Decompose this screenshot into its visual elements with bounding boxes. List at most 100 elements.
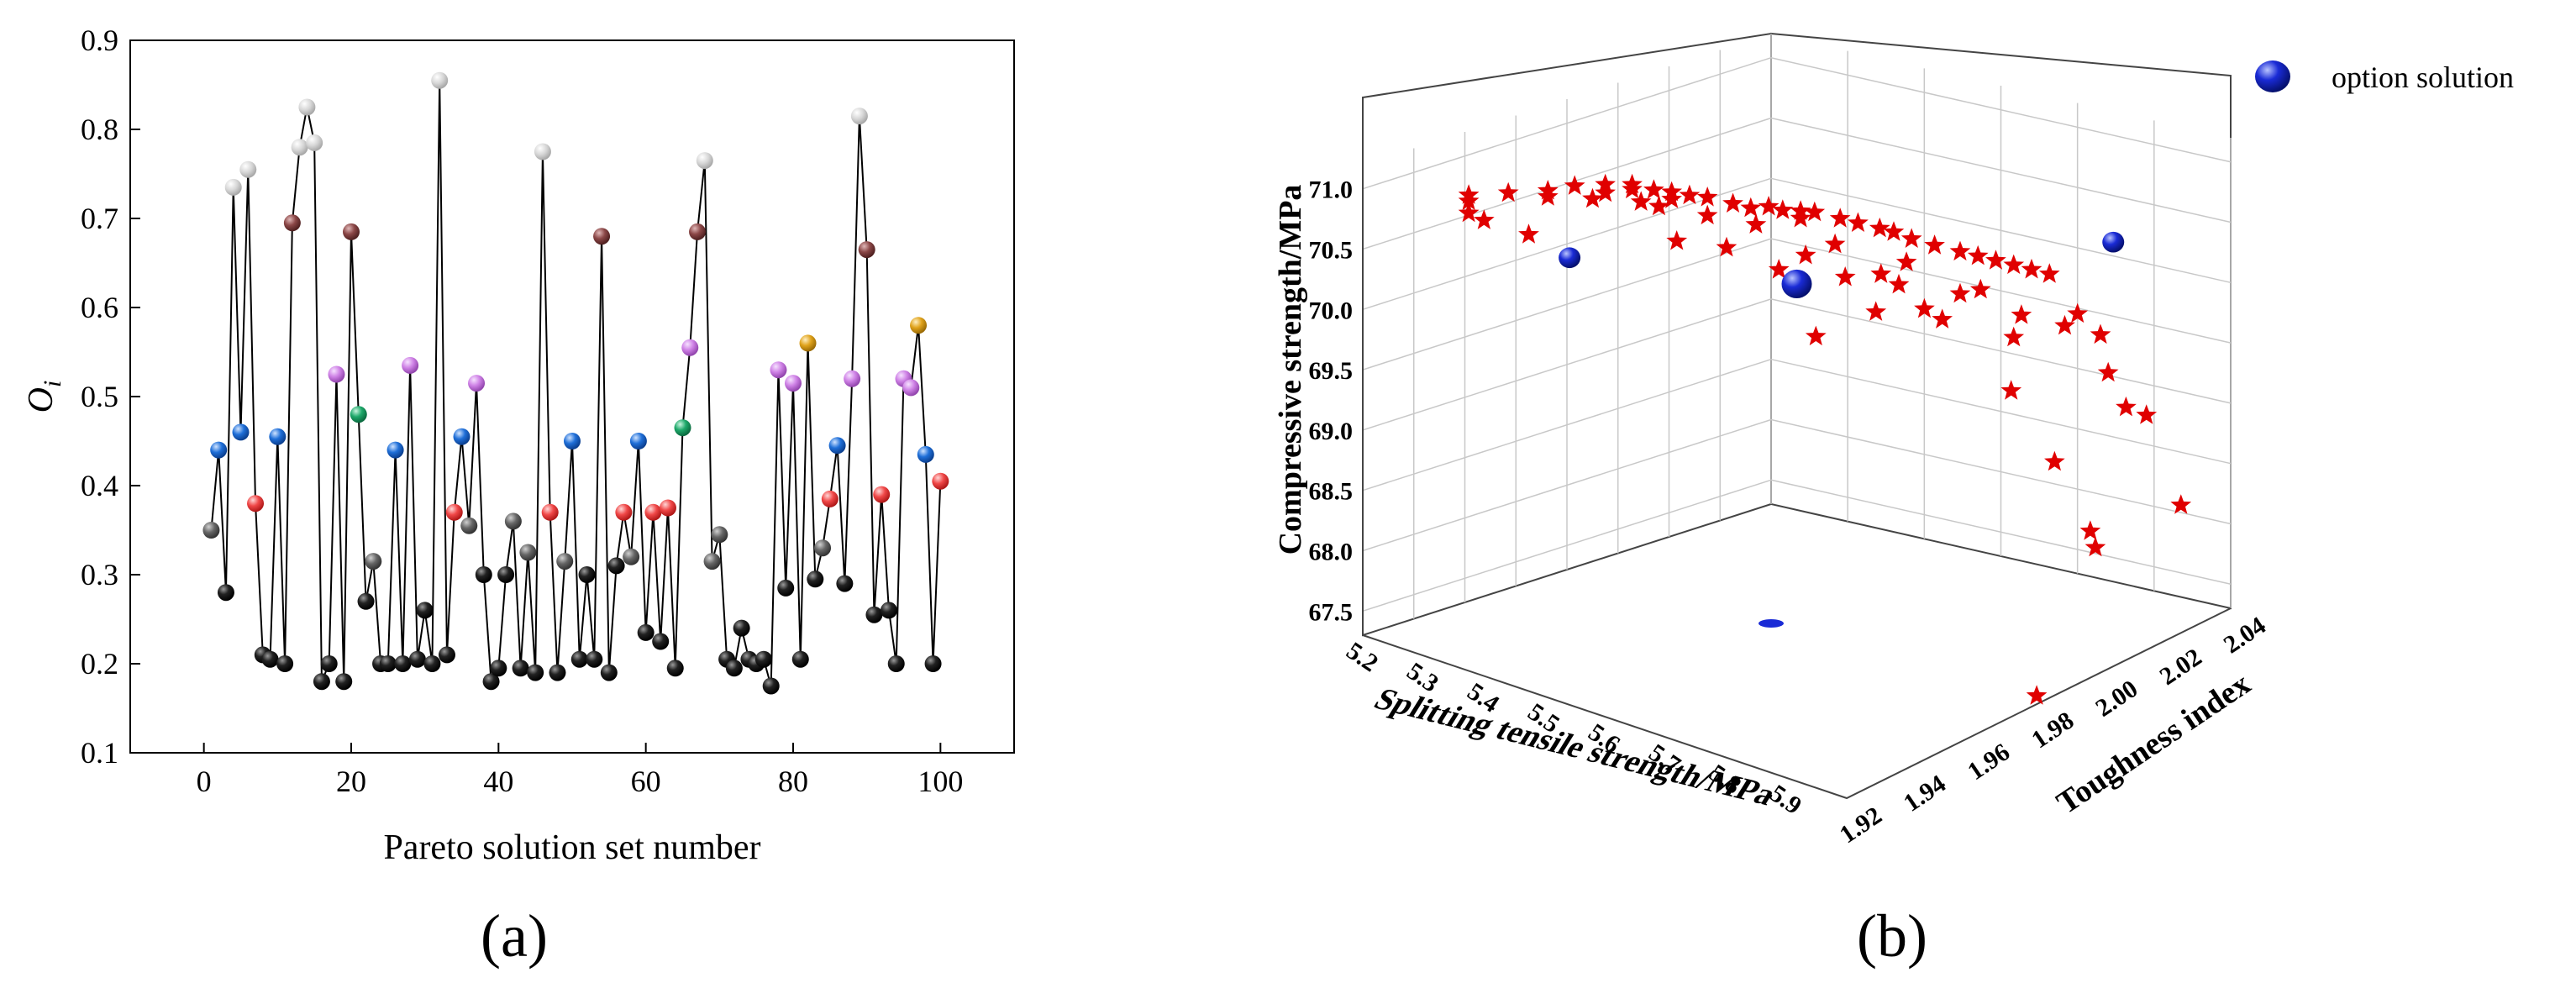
data-point [365,553,382,570]
data-point [770,361,787,379]
data-point [482,673,500,691]
data-point [527,664,544,681]
x-tick-label: 60 [631,765,661,798]
y-axis-label-main: O [22,387,60,413]
star-point [1865,301,1887,321]
x-axis-label-b: Splitting tensile strength/MPa [1368,682,1783,812]
data-point [887,655,905,672]
star-point [1630,191,1652,211]
data-point [283,214,301,232]
data-point [402,356,419,374]
y-axis-label-a: Oi [22,381,66,413]
star-point [1745,213,1767,234]
data-point [276,655,294,672]
data-point [519,544,537,561]
star-point [2079,520,2101,540]
z-tick-label: 69.0 [1309,418,1354,445]
data-point [821,490,839,507]
data-point [836,575,854,592]
star-point [2170,494,2192,514]
data-point [468,375,486,392]
x-tick-label: 0 [197,765,212,798]
data-point [350,406,367,423]
x-axis-label-a: Pareto solution set number [383,828,760,867]
star-point [1805,325,1827,346]
star-point [2067,302,2089,323]
star-point [1716,236,1737,257]
data-point [629,433,647,449]
option-solution-point [2102,231,2125,253]
data-point [578,566,596,583]
y-tick-label-b: 2.00 [2090,675,2142,723]
y-tick-label-b: 1.96 [1963,738,2015,786]
data-point [423,655,441,672]
data-point [453,428,471,445]
data-point [674,419,691,437]
option-solution-point [1781,269,1812,299]
data-point [445,503,463,521]
star-point [1740,197,1762,218]
data-point [460,517,478,534]
star-point [1595,181,1616,202]
data-point [762,677,780,695]
star-point [1666,230,1688,250]
data-point [202,522,220,539]
star-point [2003,326,2025,347]
star-point [2054,314,2075,335]
z-tick-label: 68.0 [1309,538,1354,565]
y-tick-label: 0.2 [81,647,118,681]
data-point [541,503,559,521]
data-point [394,655,412,672]
star-point [1518,223,1539,244]
option-solutions [1559,231,2125,628]
data-point [379,655,397,672]
y-tick-label: 0.3 [81,558,118,591]
data-point [490,660,507,677]
star-point [1932,308,1953,329]
star-point [1722,192,1743,213]
data-point [623,548,640,565]
data-point [600,664,618,681]
star-point [2044,450,2065,471]
data-point [844,370,861,387]
data-point [873,486,891,503]
star-point [1537,186,1559,206]
z-tick-label: 68.5 [1309,478,1354,506]
star-point [1696,187,1718,207]
data-point [910,317,928,334]
star-point [1622,178,1643,199]
star-point [2116,396,2137,417]
data-point [298,98,316,116]
star-point [2021,258,2042,279]
data-point [306,134,323,151]
y-tick-label: 0.5 [81,380,118,413]
panel-a: 0 20 40 60 80 1000.10.20.30.40.50.60.70.80.9 … [22,24,1015,970]
data-point [814,539,832,557]
data-point [666,660,684,677]
data-point [725,660,743,677]
data-point [217,584,234,602]
data-point [556,553,574,570]
data-point [357,592,375,610]
series-points [202,71,949,695]
y-tick-label-b: 2.02 [2155,643,2207,691]
data-point [564,433,581,449]
data-point [512,660,529,677]
data-point [637,623,655,641]
series-line [210,80,942,686]
data-point [652,633,670,650]
z-tick-label: 70.5 [1309,237,1354,265]
series-line-path [210,80,942,686]
data-point [850,108,868,125]
star-point [1914,297,1935,318]
data-point [733,619,750,637]
star-point [2003,254,2025,275]
star-point [1834,266,1856,286]
data-point [696,152,713,170]
star-point [1967,244,1989,265]
data-point [799,334,817,352]
option-solution-shadow [1759,619,1784,628]
star-point [1883,221,1905,241]
star-point [1790,207,1811,228]
